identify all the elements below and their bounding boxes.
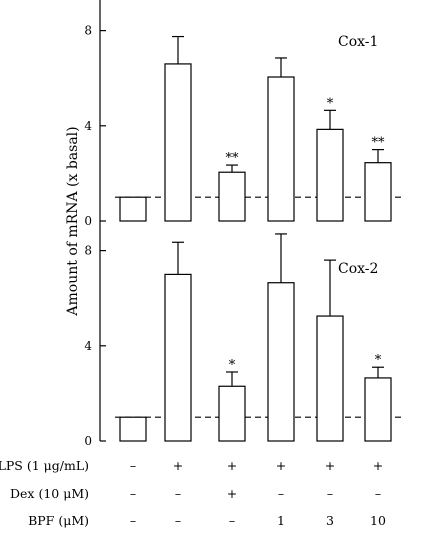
cox-1-significance-marker: * [327, 96, 334, 111]
condition-value: + [227, 458, 237, 473]
condition-value: – [175, 513, 181, 528]
cox-2-y-tick-label: 0 [84, 434, 92, 448]
cox-2-significance-marker: * [229, 358, 236, 373]
cox-1-panel-label: Cox-1 [338, 34, 378, 50]
cox-2-y-tick-label: 4 [84, 339, 92, 353]
cox-1-y-tick-label: 4 [84, 119, 92, 133]
cox-1-bar [364, 162, 392, 222]
cox-2-panel-label: Cox-2 [338, 261, 378, 277]
condition-value: + [227, 486, 237, 501]
cox-2-significance-marker: * [375, 353, 382, 368]
cox-2-bar [267, 282, 295, 442]
condition-value: + [325, 458, 335, 473]
y-axis-label: Amount of mRNA (x basal) [65, 126, 81, 316]
condition-value: 3 [326, 513, 334, 528]
axes-layer [99, 0, 404, 442]
cox-1-significance-marker: ** [226, 151, 240, 166]
condition-value: – [229, 513, 235, 528]
cox-2-bar [364, 377, 392, 442]
condition-value: 1 [277, 513, 285, 528]
condition-value: – [130, 486, 136, 501]
condition-value: – [375, 486, 381, 501]
cox-1-significance-marker: ** [372, 136, 386, 151]
cox-2-bar [119, 416, 147, 442]
cox-1-y-tick-label: 0 [84, 214, 92, 228]
cox-1-bar [119, 196, 147, 222]
condition-value: – [327, 486, 333, 501]
cox-2-bar [164, 273, 192, 442]
cox-2-bar [218, 385, 246, 442]
cox-1-bar [218, 171, 246, 222]
condition-value: + [276, 458, 286, 473]
condition-value: 10 [370, 513, 386, 528]
cox-1-bar [164, 63, 192, 222]
bars-layer [119, 35, 392, 442]
condition-row-label: LPS (1 μg/mL) [0, 458, 89, 473]
condition-value: – [130, 458, 136, 473]
conditions-table: LPS (1 μg/mL) – + + + + + Dex (10 μM) – – + – – – BPF … [0, 458, 386, 528]
cox-1-bar [267, 76, 295, 222]
condition-value: + [173, 458, 183, 473]
condition-value: + [373, 458, 383, 473]
condition-value: – [175, 486, 181, 501]
cox-1-bar [316, 128, 344, 222]
cox-1-y-tick-label: 8 [84, 24, 92, 38]
condition-value: – [130, 513, 136, 528]
condition-value: – [278, 486, 284, 501]
condition-row-label: Dex (10 μM) [10, 486, 89, 501]
condition-row-label: BPF (μM) [28, 513, 89, 528]
cox-2-y-tick-label: 8 [84, 244, 92, 258]
cox-2-bar [316, 315, 344, 442]
